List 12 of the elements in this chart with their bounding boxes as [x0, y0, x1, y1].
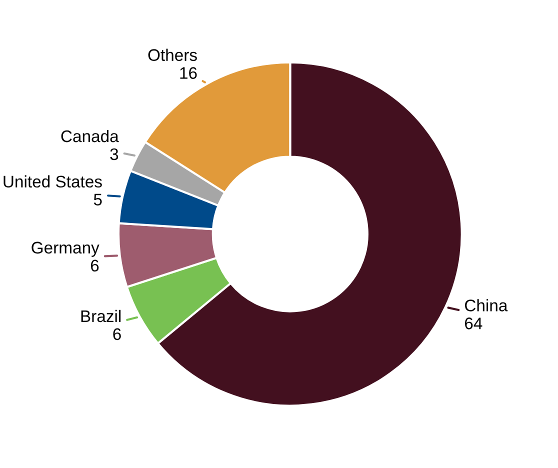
data-label: 6: [90, 260, 99, 272]
data-label: 5: [94, 194, 102, 206]
data-label: 64: [465, 318, 482, 330]
data-label: 16: [180, 67, 197, 79]
slice-label: Brazil: [81, 310, 121, 322]
data-label: 6: [113, 328, 121, 340]
slice-label: China: [465, 299, 508, 312]
slice-label: Germany: [32, 242, 100, 257]
data-label: 3: [110, 148, 118, 160]
slice-label: Canada: [61, 130, 119, 142]
slice-label: United States: [4, 175, 102, 188]
slice-label: Others: [148, 48, 197, 61]
